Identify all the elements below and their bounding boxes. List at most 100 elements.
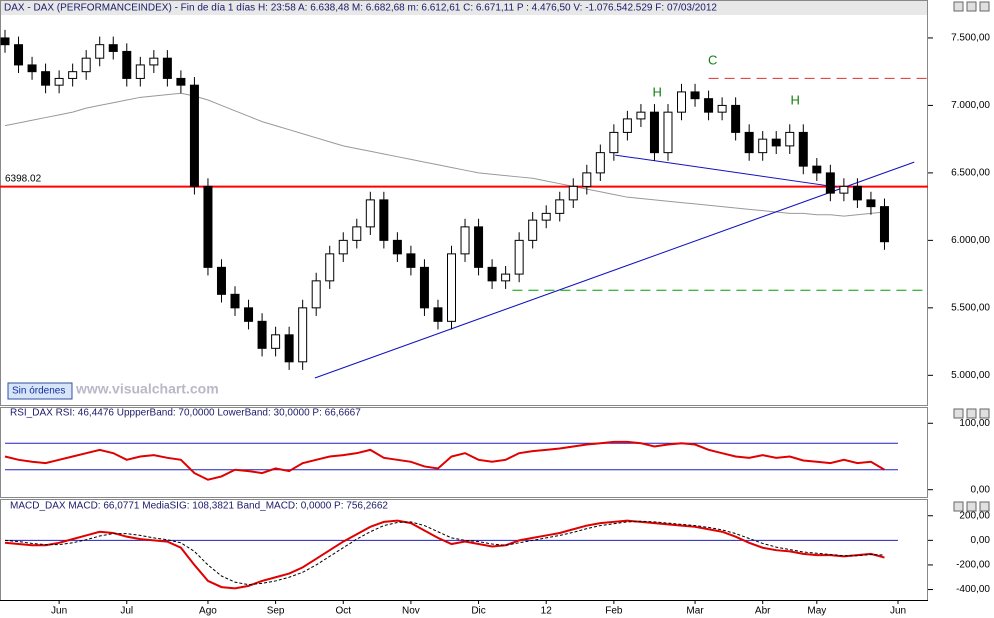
candle-body [122, 50, 132, 79]
watermark: www.visualchart.com [75, 381, 219, 397]
candle-body [798, 131, 808, 167]
y-tick-label: 100,00 [959, 418, 990, 429]
minimize-button[interactable] [953, 408, 964, 419]
header-bar [0, 0, 928, 15]
moving-average [4, 92, 885, 217]
maximize-button[interactable] [966, 408, 977, 419]
candle-body [149, 57, 159, 66]
series-line [4, 440, 885, 481]
candle-body [528, 219, 538, 241]
candle-body [731, 104, 741, 133]
candle-body [582, 172, 592, 187]
candle-body [338, 239, 348, 255]
candle-body [41, 71, 51, 86]
candle-body [758, 138, 768, 154]
y-tick-label: -400,00 [956, 584, 990, 595]
candle-body [771, 138, 781, 147]
candle-body [311, 280, 321, 309]
x-tick-label: Jun [51, 606, 67, 617]
candle-body [352, 226, 362, 241]
candle-body [704, 98, 714, 113]
x-tick-label: Nov [402, 606, 420, 617]
level-label: 6398.02 [5, 173, 42, 184]
candle-body [162, 57, 172, 79]
candle-body [825, 172, 835, 194]
candle-body [636, 111, 646, 120]
orders-button-label[interactable]: Sin órdenes [12, 386, 65, 397]
candle-body [879, 206, 889, 243]
candle-body [568, 185, 578, 201]
rsi-panel [0, 407, 928, 498]
candle-body [487, 266, 497, 282]
candle-body [622, 118, 632, 133]
minimize-button[interactable] [953, 501, 964, 512]
x-tick-label: Ago [199, 606, 217, 617]
candle-body [514, 239, 524, 275]
pattern-label: H [790, 92, 799, 107]
candle-body [447, 253, 456, 322]
candle-body [433, 307, 443, 322]
panel-title: RSI_DAX RSI: 46,4476 UppperBand: 70,0000… [10, 408, 361, 419]
close-button[interactable] [979, 501, 990, 512]
close-button[interactable] [979, 1, 990, 12]
candle-body [609, 131, 619, 154]
candle-body [216, 266, 226, 295]
trendline [314, 161, 915, 379]
candle-body [244, 307, 254, 322]
candle-body [595, 152, 605, 174]
candle-body [663, 111, 673, 154]
candle-body [379, 199, 389, 241]
y-tick-label: 200,00 [959, 510, 990, 521]
candle-body [14, 44, 24, 66]
candle-body [460, 226, 470, 255]
candle-body [852, 185, 862, 201]
candle-body [108, 44, 118, 52]
y-tick-label: 6.500,00 [951, 168, 990, 179]
y-tick-label: 0,00 [971, 535, 991, 546]
candle-body [284, 334, 294, 363]
candle-body [271, 334, 281, 349]
candle-body [27, 64, 37, 73]
x-tick-label: May [807, 606, 826, 617]
minimize-button[interactable] [953, 1, 964, 12]
series-line [4, 519, 885, 590]
candle-body [0, 37, 10, 46]
candle-body [690, 91, 700, 100]
x-tick-label: Oct [335, 606, 351, 617]
candle-body [54, 77, 64, 86]
x-tick-label: 12 [541, 606, 553, 617]
candle-body [717, 104, 727, 113]
window-buttons[interactable] [953, 1, 990, 512]
x-tick-label: Jul [120, 606, 133, 617]
pattern-label: C [708, 52, 717, 67]
x-tick-label: Feb [605, 606, 623, 617]
maximize-button[interactable] [966, 501, 977, 512]
x-tick-label: Mar [686, 606, 704, 617]
candle-body [257, 320, 267, 349]
y-tick-label: 7.500,00 [951, 33, 990, 44]
candle-body [298, 307, 308, 363]
x-tick-label: Dic [471, 606, 485, 617]
candle-body [555, 199, 565, 214]
y-tick-label: 7.000,00 [951, 100, 990, 111]
series-line [4, 520, 885, 586]
candle-body [839, 185, 849, 194]
candle-body [474, 226, 484, 268]
trendline [615, 154, 838, 188]
candle-body [365, 199, 375, 228]
orders-button[interactable] [7, 382, 73, 400]
y-tick-label: 0,00 [971, 484, 991, 495]
pattern-label: H [652, 84, 661, 99]
close-button[interactable] [979, 408, 990, 419]
x-tick-label: Sep [267, 606, 285, 617]
y-tick-label: 6.000,00 [951, 235, 990, 246]
candle-body [95, 44, 105, 59]
candle-body [541, 212, 551, 221]
maximize-button[interactable] [966, 1, 977, 12]
candle-body [785, 131, 795, 147]
candle-body [135, 64, 145, 79]
candle-body [866, 199, 876, 208]
